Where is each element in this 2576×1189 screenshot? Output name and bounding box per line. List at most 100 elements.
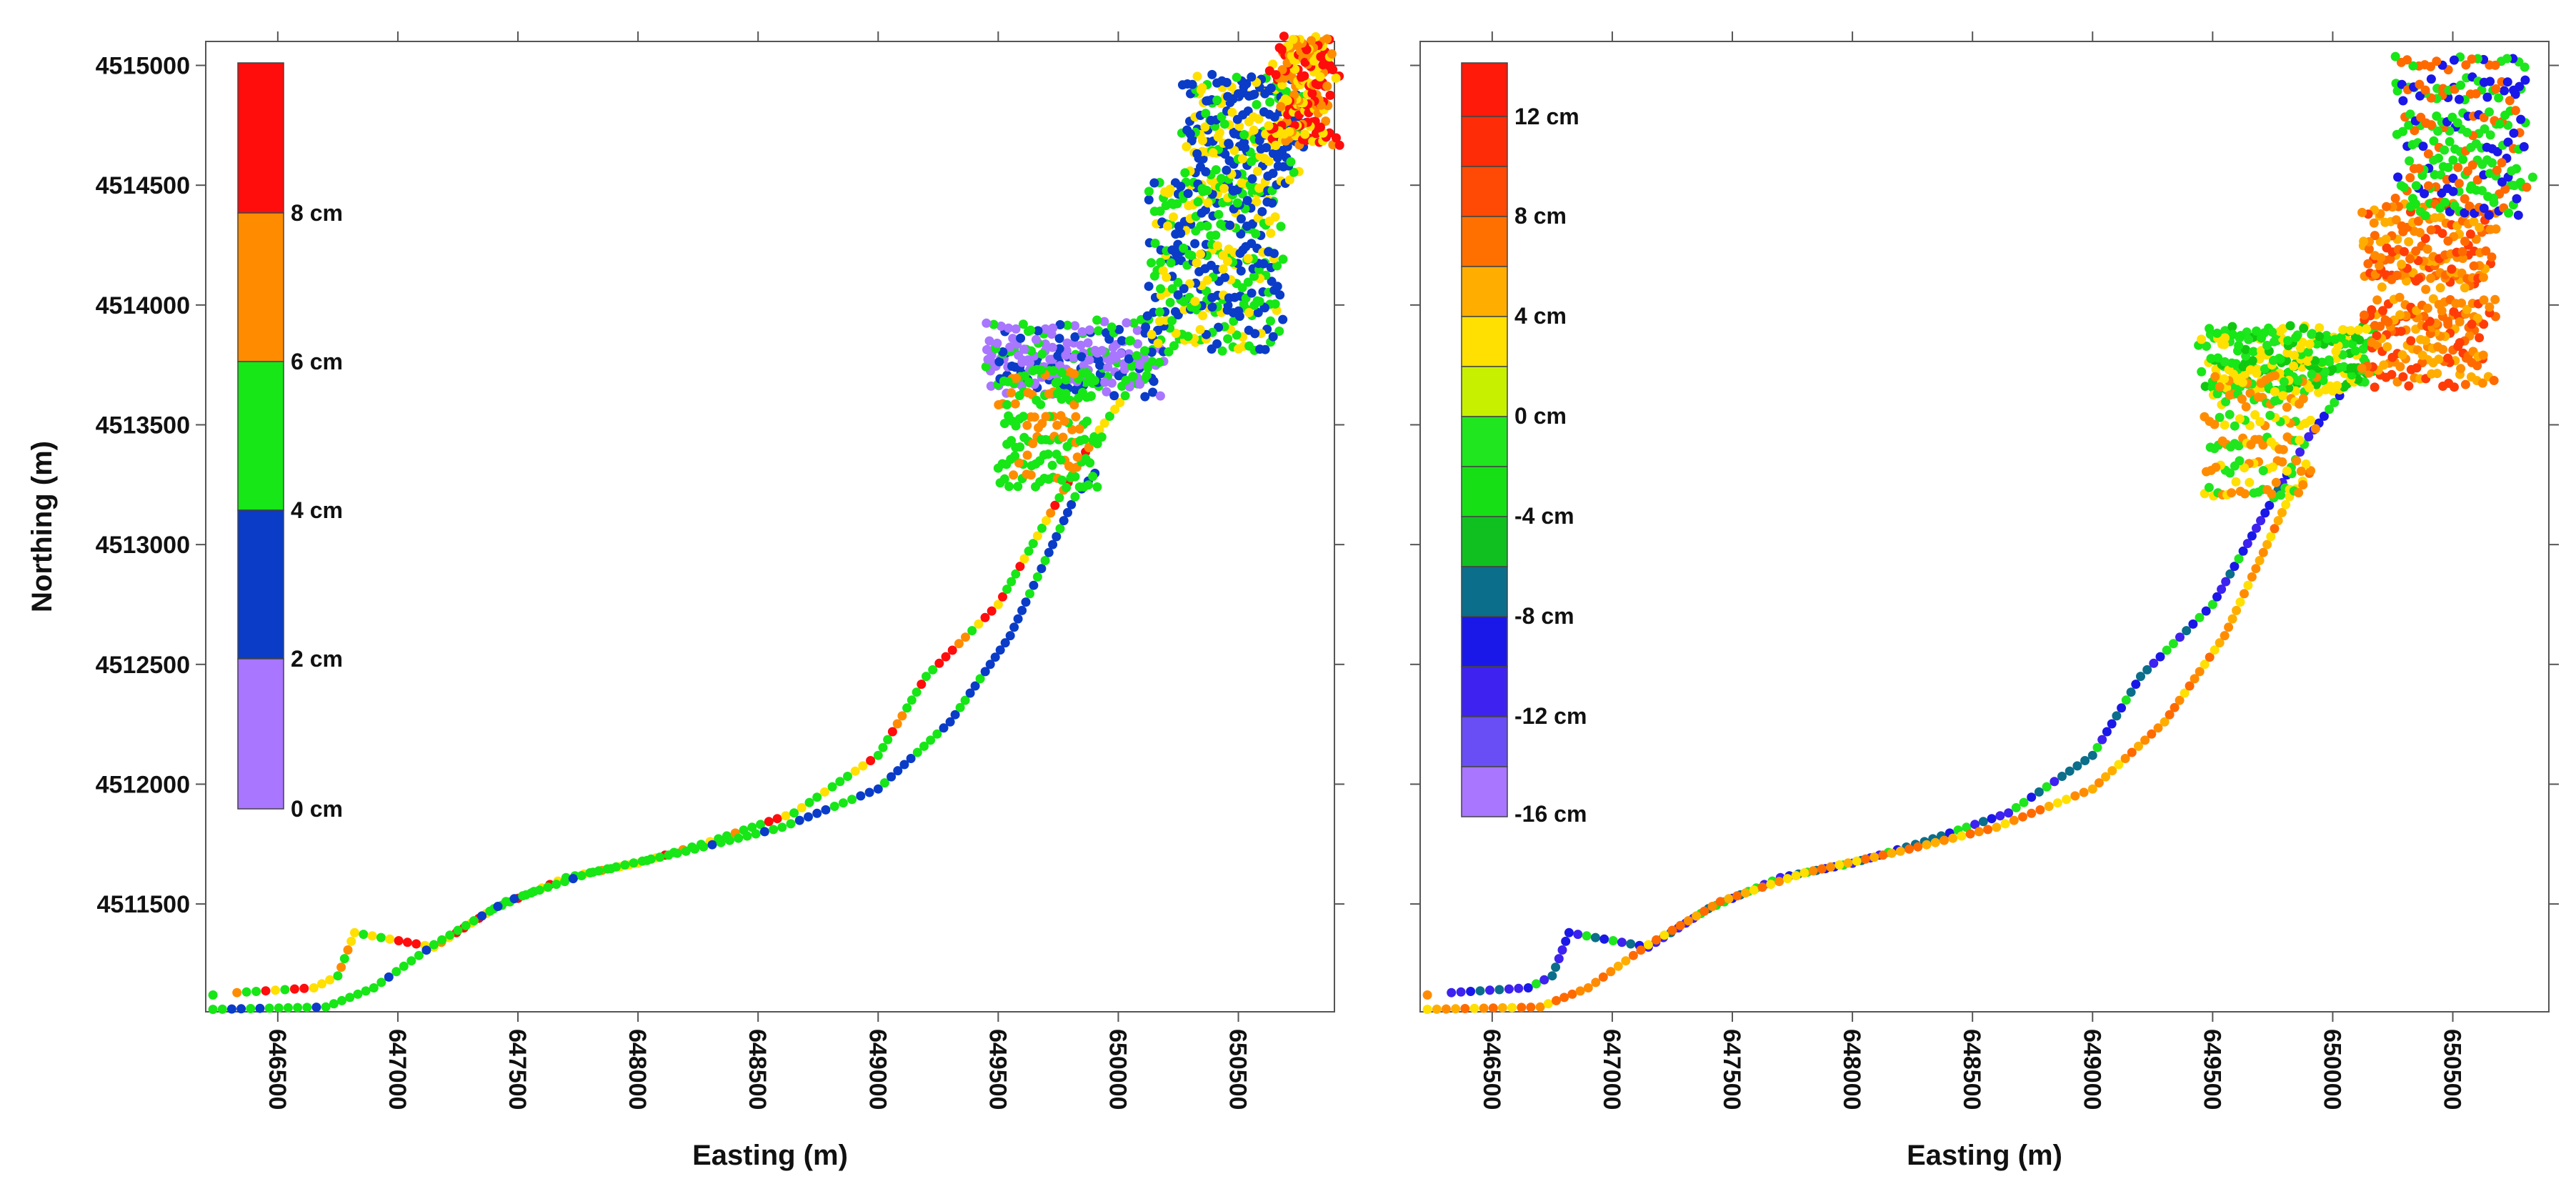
track-point: [1878, 850, 1888, 860]
track-point: [2255, 417, 2265, 427]
track-point: [1107, 378, 1117, 388]
right-colorbar-label: 0 cm: [1514, 403, 1567, 429]
track-point: [2035, 805, 2045, 815]
track-point: [1274, 327, 1284, 336]
track-point: [2327, 364, 2337, 374]
track-point: [2479, 295, 2489, 305]
track-point: [2296, 467, 2306, 476]
track-point: [1077, 327, 1087, 337]
x-tick-label: 648000: [1838, 1029, 1865, 1110]
track-point: [309, 983, 319, 993]
track-point: [1121, 375, 1131, 385]
track-point: [897, 711, 907, 721]
track-point: [2405, 173, 2415, 183]
x-tick-label: 649000: [864, 1029, 891, 1110]
track-point: [2165, 710, 2175, 720]
left-colorbar-label: 8 cm: [291, 200, 343, 226]
track-point: [1826, 862, 1835, 872]
track-point: [2406, 364, 2416, 374]
track-point: [1156, 284, 1165, 294]
track-point: [990, 652, 1000, 662]
track-point: [526, 888, 536, 898]
track-point: [2215, 382, 2225, 392]
track-point: [2252, 326, 2262, 336]
right-colorbar-band: [1461, 416, 1508, 467]
track-point: [2485, 76, 2495, 86]
track-point: [1124, 354, 1134, 364]
right-track: [1422, 51, 2537, 1015]
track-point: [2224, 622, 2234, 632]
track-point: [1869, 852, 1879, 862]
track-point: [1334, 140, 1344, 150]
left-colorbar-label: 6 cm: [291, 349, 343, 374]
track-point: [998, 592, 1007, 602]
track-point: [1617, 937, 1627, 947]
track-point: [2240, 489, 2250, 499]
track-point: [1460, 1004, 1470, 1013]
track-point: [1084, 355, 1094, 365]
track-point: [329, 999, 339, 1009]
track-point: [892, 719, 902, 729]
left-colorbar-band: [237, 361, 284, 511]
track-point: [1239, 137, 1249, 147]
track-point: [2396, 57, 2406, 67]
track-point: [2080, 756, 2090, 765]
track-point: [1196, 249, 1205, 259]
y-tick-label: 4513500: [96, 412, 190, 439]
track-point: [2136, 672, 2145, 682]
right-plot-frame: [1419, 41, 2550, 1013]
track-point: [1257, 207, 1267, 217]
track-point: [2448, 174, 2458, 183]
track-point: [1184, 249, 1194, 259]
track-point: [2369, 218, 2379, 228]
track-point: [2256, 378, 2266, 388]
track-point: [993, 600, 1003, 610]
track-point: [1207, 302, 1217, 312]
track-point: [1144, 195, 1154, 205]
track-point: [1156, 257, 1166, 267]
track-point: [2482, 92, 2492, 102]
track-point: [2281, 499, 2291, 509]
track-point: [2250, 410, 2260, 419]
track-point: [1229, 146, 1239, 156]
track-point: [934, 658, 944, 668]
track-point: [769, 825, 779, 835]
track-point: [1024, 546, 1034, 556]
track-point: [2495, 119, 2505, 129]
track-point: [241, 987, 251, 997]
track-point: [1225, 220, 1235, 230]
right-colorbar: 12 cm 8 cm 4 cm 0 cm -4 cm -8 cm -12 cm …: [1461, 62, 1587, 827]
track-point: [1155, 391, 1165, 401]
track-point: [1109, 391, 1119, 401]
track-point: [1621, 956, 1631, 966]
track-point: [1232, 185, 1242, 195]
track-point: [725, 835, 734, 845]
track-point: [2467, 319, 2477, 329]
track-point: [804, 797, 814, 807]
track-point: [2277, 507, 2287, 517]
track-point: [543, 882, 553, 892]
track-point: [411, 939, 421, 949]
track-point: [2485, 130, 2495, 140]
track-point: [1300, 129, 1310, 139]
track-point: [1269, 249, 1279, 259]
track-point: [873, 784, 883, 794]
track-point: [2120, 754, 2130, 763]
track-point: [982, 344, 992, 354]
y-tick-label: 4512500: [96, 652, 190, 679]
track-point: [437, 935, 447, 945]
right-panel: 646500 647000 647500 648000 648500 649000 6495…: [1410, 31, 2559, 1171]
track-point: [2094, 778, 2104, 788]
track-point: [1201, 205, 1210, 215]
track-point: [2260, 508, 2270, 518]
track-point: [2455, 94, 2464, 104]
track-point: [1050, 500, 1060, 510]
track-point: [1441, 1004, 1451, 1014]
track-point: [1014, 350, 1024, 360]
track-point: [2252, 368, 2262, 378]
track-point: [2262, 539, 2272, 549]
right-colorbar-band: [1461, 766, 1508, 817]
track-point: [993, 463, 1003, 473]
track-point: [2448, 155, 2458, 165]
track-point: [2432, 369, 2442, 379]
